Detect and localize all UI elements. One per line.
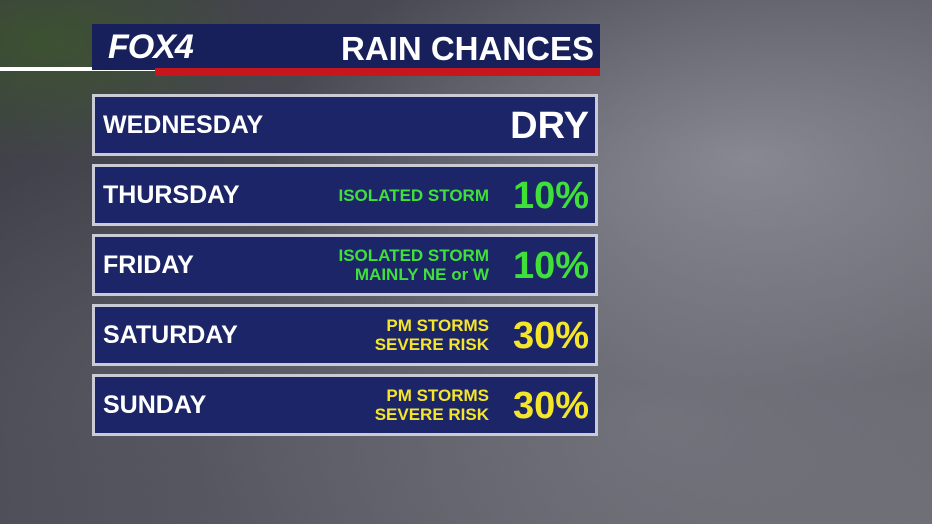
note-line: ISOLATED STORM [338, 246, 490, 265]
note-line: MAINLY NE or W [354, 265, 489, 284]
forecast-row: THURSDAY ISOLATED STORM 10% [92, 164, 598, 226]
chance: DRY [510, 105, 589, 147]
note-line: PM STORMS [386, 386, 489, 405]
note-line: SEVERE RISK [374, 405, 489, 424]
forecast-row: WEDNESDAY DRY [92, 94, 598, 156]
forecast-row: SUNDAY PM STORMS SEVERE RISK 30% [92, 374, 598, 436]
note-line: SEVERE RISK [374, 335, 489, 354]
logo: FOX4 [108, 28, 194, 66]
note-line: PM STORMS [386, 316, 489, 335]
accent-line [0, 67, 156, 71]
chance: 30% [512, 315, 589, 357]
title: RAIN CHANCES [340, 30, 594, 67]
day-label: SUNDAY [103, 391, 207, 419]
note: ISOLATED STORM MAINLY NE or W [339, 237, 490, 293]
note: PM STORMS SEVERE RISK [375, 377, 489, 433]
day-label: THURSDAY [103, 181, 240, 209]
red-bar [155, 68, 600, 76]
chance: 10% [512, 175, 589, 217]
forecast-row: FRIDAY ISOLATED STORM MAINLY NE or W 10% [92, 234, 598, 296]
forecast-row: SATURDAY PM STORMS SEVERE RISK 30% [92, 304, 598, 366]
note: ISOLATED STORM [339, 167, 490, 223]
day-label: WEDNESDAY [103, 111, 264, 139]
chance: 10% [512, 245, 589, 287]
day-label: FRIDAY [103, 251, 194, 279]
note: PM STORMS SEVERE RISK [375, 307, 489, 363]
day-label: SATURDAY [103, 321, 238, 349]
header: FOX4 RAIN CHANCES [92, 24, 600, 70]
chance: 30% [512, 385, 589, 427]
note-line: ISOLATED STORM [338, 185, 490, 205]
